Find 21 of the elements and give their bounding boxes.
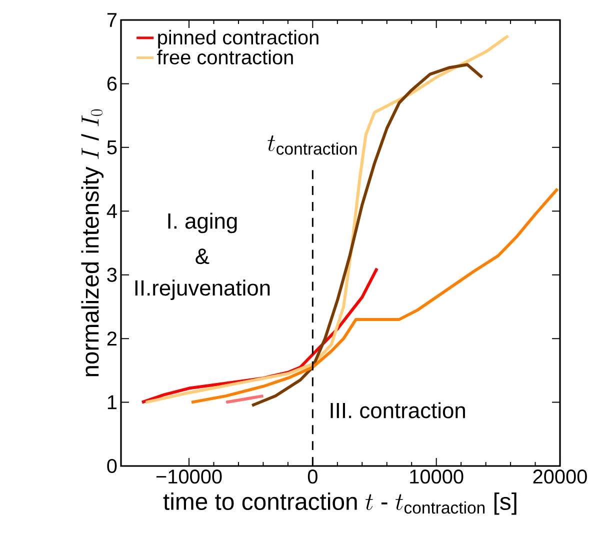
y-tick-label: 6 [107, 76, 117, 91]
x-tick-label: 0 [308, 470, 318, 484]
annotation: III. contraction [330, 402, 465, 418]
x-tick-label: −10000 [156, 470, 222, 484]
y-tick-label: 1 [108, 395, 117, 410]
y-axis-title: $\text{normalized intensity }I\text{ / }I_{0}$ [81, 109, 104, 376]
y-tick-label: 3 [107, 268, 117, 282]
ref-line-label: $t_{\mathrm{contraction}}$ [268, 135, 357, 155]
y-tick-label: 5 [107, 140, 117, 154]
annotation: II.rejuvenation [135, 280, 270, 300]
y-tick-label: 0 [107, 458, 117, 474]
y-tick-label: 2 [107, 332, 116, 346]
x-axis-title: $\text{time to contraction }t\text{ - }t_{\text{contraction}}\text{ [s]}$ [163, 492, 516, 515]
legend-label: pinned contraction [158, 30, 318, 48]
y-tick-label: 4 [106, 204, 117, 218]
annotation: & [196, 248, 210, 264]
legend-label: free contraction [157, 50, 293, 64]
y-tick-label: 7 [107, 13, 116, 27]
annotation: I. aging [168, 212, 237, 234]
x-tick-label: 20000 [533, 470, 587, 484]
x-tick-label: 10000 [410, 470, 464, 484]
